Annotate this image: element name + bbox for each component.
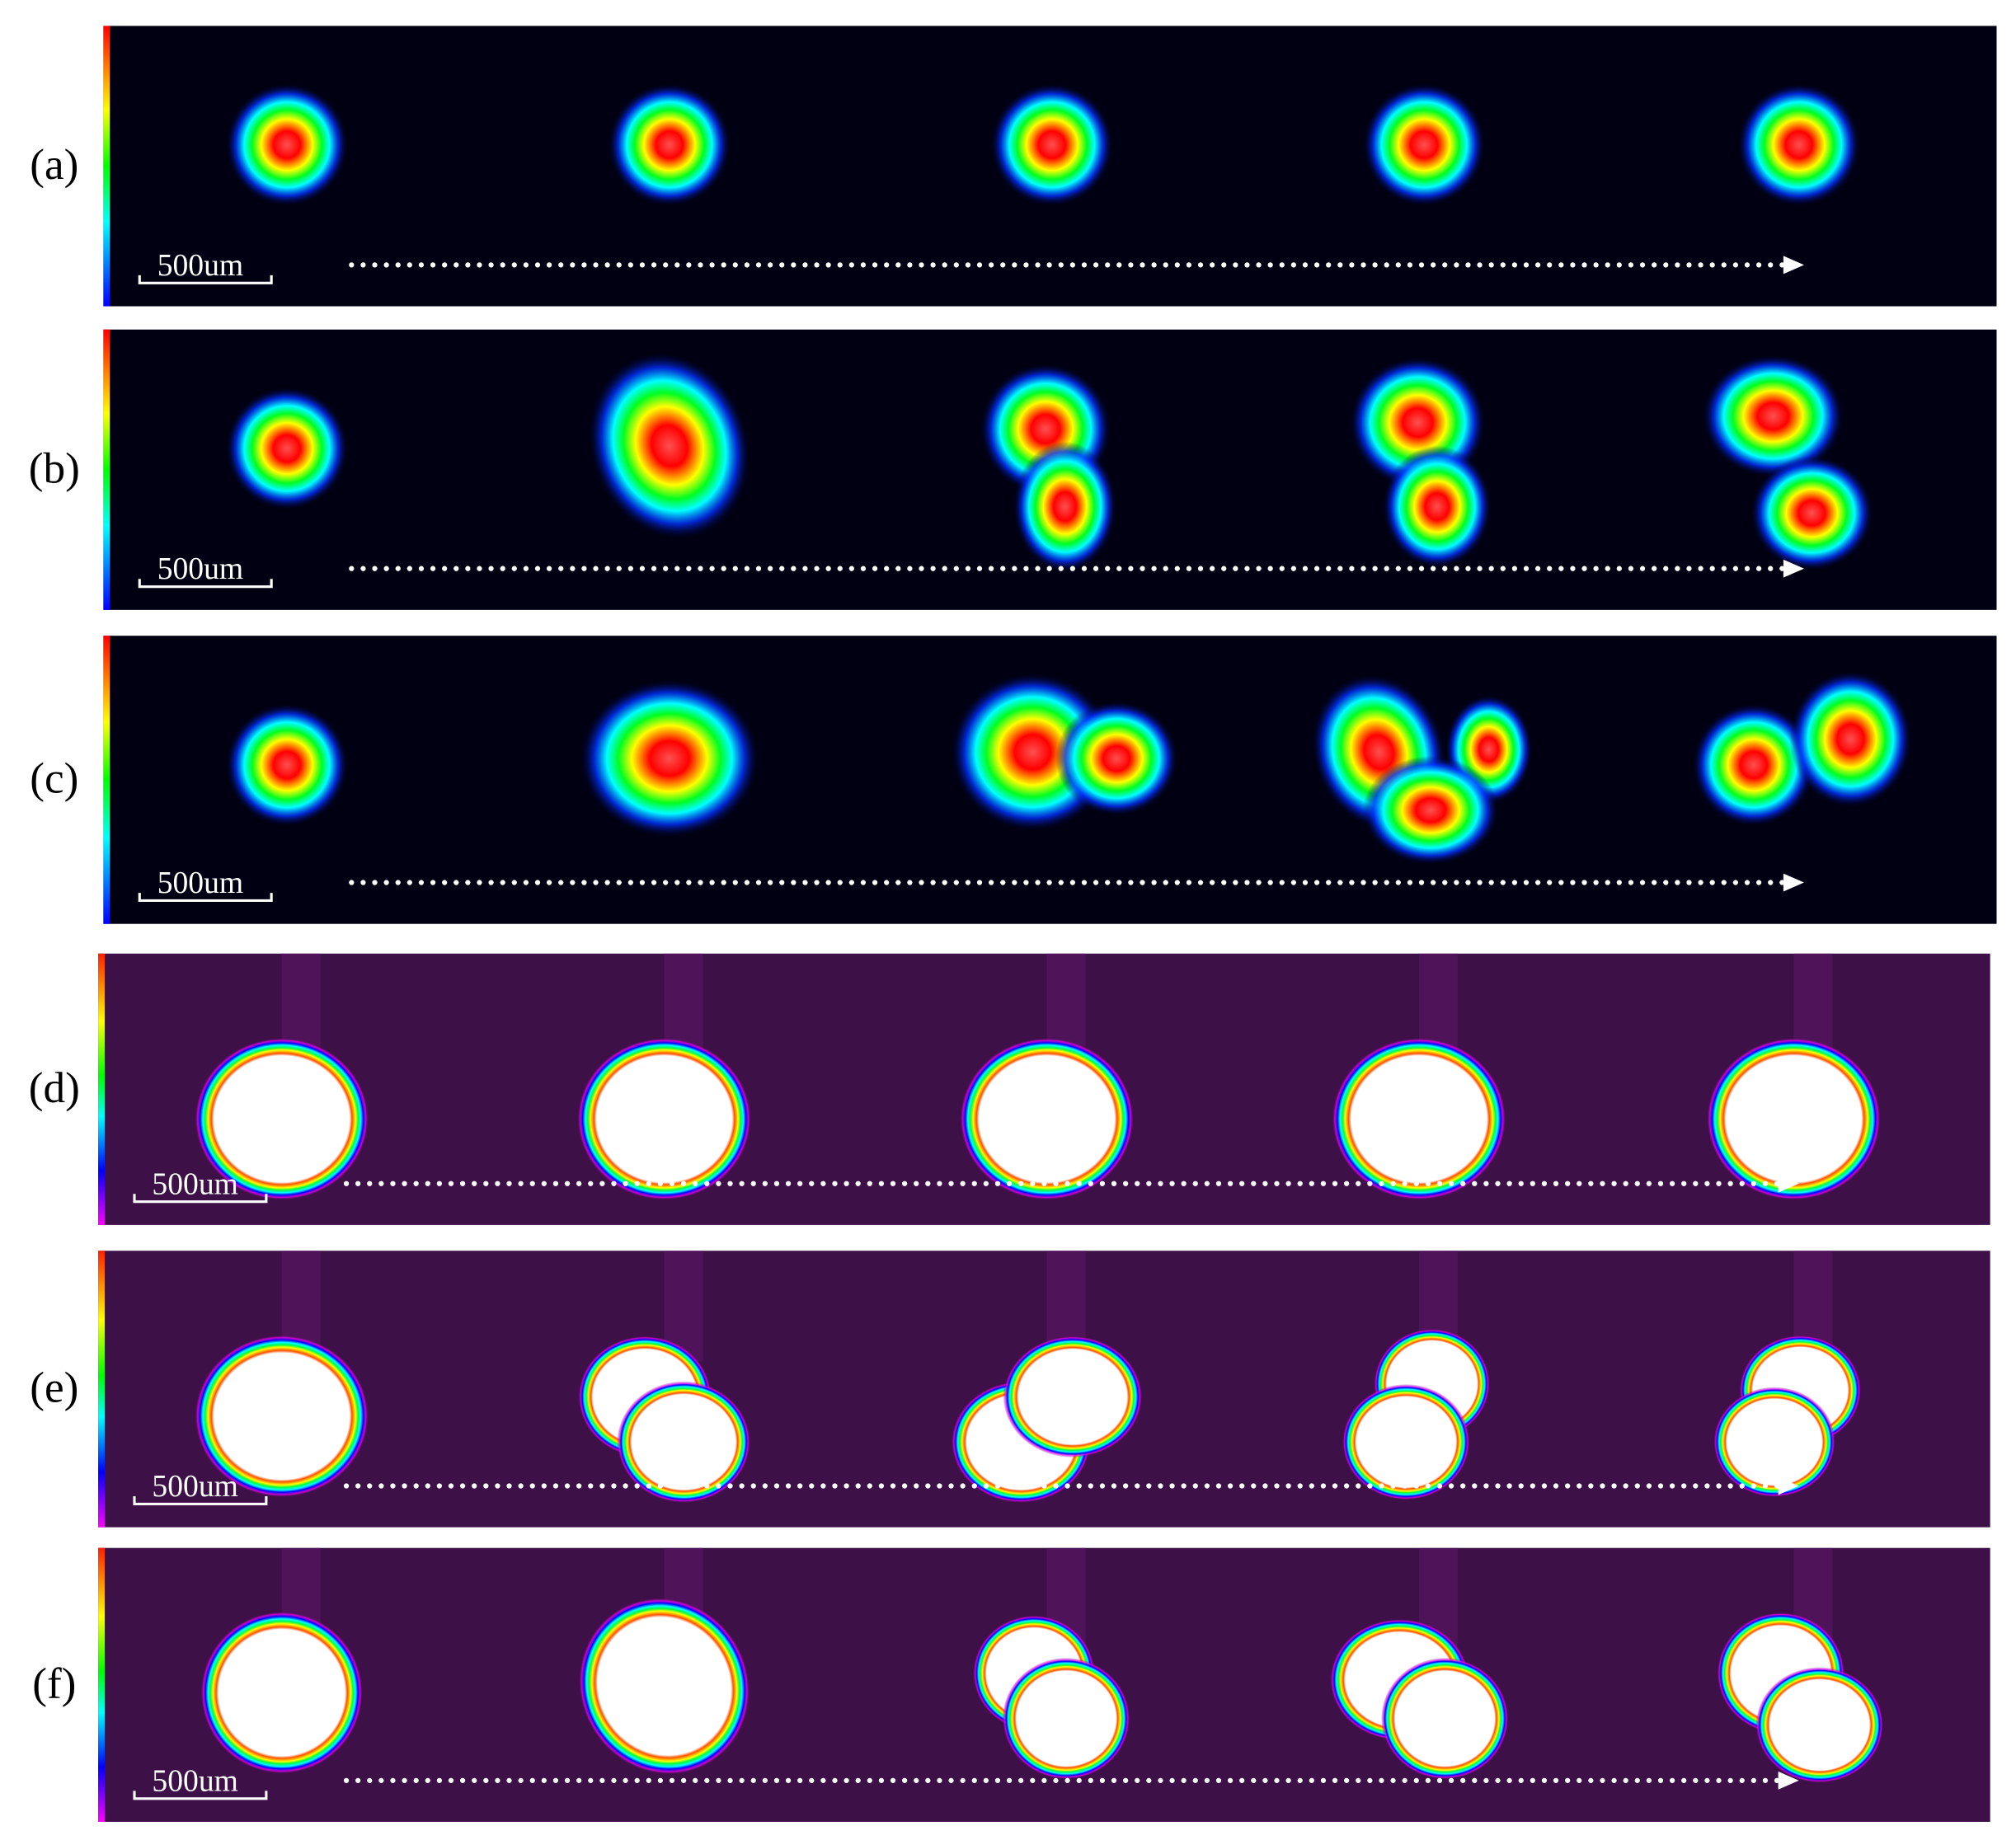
scale-bar (138, 579, 273, 589)
beam-spot (1750, 456, 1873, 570)
beam-spot (225, 387, 348, 509)
scale-bar (138, 893, 273, 903)
beam-spot (225, 703, 348, 826)
scale-label: 500um (152, 1166, 237, 1201)
color-bar (98, 1251, 105, 1528)
panel-label: (e) (30, 1364, 78, 1412)
scale-bar (133, 1194, 268, 1204)
panel-label: (d) (29, 1063, 80, 1112)
arrow-head (1783, 873, 1804, 892)
beam-spot (1755, 1667, 1884, 1783)
beam-spot (1713, 1387, 1835, 1497)
scale-label: 500um (157, 552, 243, 586)
beam-spot (1692, 703, 1815, 826)
beam-spot (1702, 354, 1844, 477)
beam-spot (1342, 1383, 1470, 1500)
panel: 500um (98, 1251, 1990, 1528)
beam-spot (580, 679, 759, 838)
arrow-head (1778, 1174, 1799, 1193)
beam-spot (960, 1038, 1134, 1200)
arrow-head (1783, 256, 1804, 275)
beam-spot (1002, 1657, 1130, 1780)
panel: 500um (103, 329, 1997, 610)
beam-spot (990, 83, 1113, 206)
panel: 500um (98, 1547, 1990, 1822)
color-bar (98, 1547, 105, 1822)
arrow-head (1778, 1476, 1799, 1495)
beam-spot (578, 1598, 750, 1775)
arrow-head (1783, 559, 1804, 578)
beam-spot (1789, 671, 1912, 807)
panel: 500um (103, 26, 1997, 307)
beam-spot (1383, 445, 1492, 568)
panel-label: (f) (32, 1659, 76, 1708)
beam-spot (1332, 1038, 1506, 1200)
panel-label: (a) (30, 140, 78, 189)
scale-label: 500um (157, 866, 243, 900)
color-bar (103, 26, 110, 307)
scale-label: 500um (152, 1763, 237, 1798)
beam-spot (1363, 83, 1486, 206)
panel-label: (c) (30, 754, 78, 803)
scale-label: 500um (152, 1469, 237, 1504)
beam-spot (608, 83, 731, 206)
beam-spot (617, 1381, 750, 1503)
beam-spot (225, 83, 348, 206)
beam-spot (195, 1038, 369, 1200)
panel-label: (b) (29, 444, 80, 492)
beam-spot (195, 1335, 369, 1498)
beam-spot (200, 1611, 363, 1774)
beam-spot (577, 1038, 751, 1200)
beam-spot (1055, 701, 1178, 816)
panel: 500um (103, 636, 1997, 924)
panel: 500um (98, 953, 1990, 1225)
color-bar (103, 329, 110, 610)
beam-spot (1707, 1038, 1881, 1200)
beam-spot (1003, 1335, 1143, 1458)
scale-bar (133, 1496, 268, 1505)
beam-spot (1362, 755, 1499, 865)
beam-spot (1013, 441, 1116, 572)
scale-label: 500um (157, 248, 243, 283)
color-bar (103, 636, 110, 924)
color-bar (98, 953, 105, 1225)
arrow-head (1778, 1771, 1799, 1790)
scale-bar (138, 275, 273, 284)
beam-spot (1381, 1657, 1509, 1780)
beam-spot (1737, 83, 1860, 206)
scale-bar (133, 1791, 268, 1800)
beam-spot (588, 352, 750, 539)
